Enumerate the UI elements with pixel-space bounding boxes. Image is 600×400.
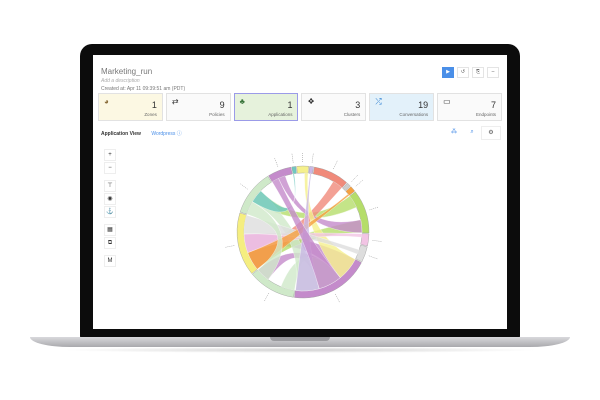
card-count: 1: [287, 100, 293, 110]
summary-cards: ◕ 1 Zones ⇄ 9 Policies ♣ 1 Applications ❖ 3 Cluster…: [98, 93, 502, 121]
card-count: 3: [355, 100, 361, 110]
chord-group-arc[interactable]: [312, 166, 347, 189]
card-label: Endpoints: [475, 112, 496, 117]
action-toolbar: ▶ ↺ ⎘ –: [442, 67, 499, 78]
card-applications[interactable]: ♣ 1 Applications: [233, 93, 299, 121]
card-conversations[interactable]: ⤮ 19 Conversations: [369, 93, 435, 121]
zoom-out-icon[interactable]: −: [104, 162, 116, 174]
cluster-icon[interactable]: ⁂: [451, 129, 457, 135]
right-toolbar: ⁂ ⌕ ⚙: [445, 126, 501, 140]
layout-icon[interactable]: ⧉: [104, 237, 116, 249]
card-zones[interactable]: ◕ 1 Zones: [98, 93, 163, 121]
app-link-wordpress[interactable]: Wordpress ⓘ: [151, 131, 182, 137]
card-count: 19: [418, 100, 429, 110]
laptop-notch: [270, 337, 330, 341]
chord-group-label: [333, 159, 338, 170]
card-count: 7: [490, 100, 496, 110]
page-title: Marketing_run: [101, 67, 153, 76]
filter-icon[interactable]: ⊤: [104, 180, 116, 192]
eye-icon[interactable]: ◉: [104, 193, 116, 205]
laptop-base: [30, 337, 570, 347]
chord-group-label: [274, 157, 279, 167]
cubes-icon: ❖: [307, 97, 315, 106]
zoom-in-icon[interactable]: +: [104, 149, 116, 161]
chord-group-label: [239, 182, 248, 190]
search-icon[interactable]: ⌕: [470, 129, 474, 135]
chord-ribbon[interactable]: [271, 178, 341, 289]
chord-group-label: [311, 152, 314, 163]
card-clusters[interactable]: ❖ 3 Clusters: [301, 93, 367, 121]
app-screen: Marketing_run Add a description Created …: [93, 55, 507, 329]
map-icon[interactable]: M: [104, 255, 116, 267]
undo-button[interactable]: ↺: [457, 67, 469, 78]
grid-icon[interactable]: ▦: [104, 224, 116, 236]
chord-group-arc[interactable]: [308, 166, 314, 174]
description-field[interactable]: Add a description: [101, 78, 140, 84]
chord-diagram[interactable]: [203, 140, 403, 320]
chord-group-label: [263, 292, 270, 302]
card-label: Conversations: [399, 112, 429, 117]
chord-group-arc[interactable]: [342, 182, 351, 192]
shuffle-icon: ⤮: [375, 97, 382, 106]
export-button[interactable]: ⎘: [472, 67, 484, 78]
card-count: 9: [219, 100, 225, 110]
card-label: Applications: [268, 112, 293, 117]
card-label: Zones: [144, 112, 157, 117]
card-label: Clusters: [343, 112, 361, 117]
chord-group-arc[interactable]: [355, 244, 368, 263]
chord-group-label: [291, 152, 294, 163]
chord-group-arc[interactable]: [291, 166, 297, 175]
chord-ribbon[interactable]: [246, 201, 283, 280]
tab-application-view[interactable]: Application View: [101, 131, 141, 137]
chord-group-label: [351, 174, 359, 182]
chord-group-label: [369, 206, 380, 211]
chord-group-label: [224, 245, 235, 248]
chord-group-label: [335, 294, 341, 304]
monitor-icon: ▭: [443, 97, 451, 106]
card-count: 1: [151, 100, 157, 110]
pie-chart-icon: ◕: [104, 97, 109, 106]
card-label: Policies: [209, 112, 225, 117]
chord-ribbon[interactable]: [304, 172, 356, 278]
chord-group-label: [372, 240, 383, 242]
sitemap-icon: ♣: [239, 97, 245, 106]
transfer-icon: ⇄: [171, 97, 179, 106]
play-button[interactable]: ▶: [442, 67, 454, 78]
laptop-shadow: [60, 347, 540, 353]
chord-group-label: [355, 179, 364, 187]
view-tabs: Application View Wordpress ⓘ: [101, 130, 182, 137]
card-endpoints[interactable]: ▭ 7 Endpoints: [437, 93, 502, 121]
settings-icon[interactable]: ⚙: [481, 126, 501, 140]
left-toolbar: + − ⊤ ◉ ⚓ ▦ ⧉ M: [104, 149, 116, 267]
anchor-icon[interactable]: ⚓: [104, 206, 116, 218]
minimize-button[interactable]: –: [487, 67, 499, 78]
created-timestamp: Created at: Apr 11 09:39:51 am (PDT): [101, 86, 186, 92]
chord-group-arc[interactable]: [296, 165, 309, 174]
chord-group-label: [368, 255, 379, 260]
card-policies[interactable]: ⇄ 9 Policies: [165, 93, 231, 121]
